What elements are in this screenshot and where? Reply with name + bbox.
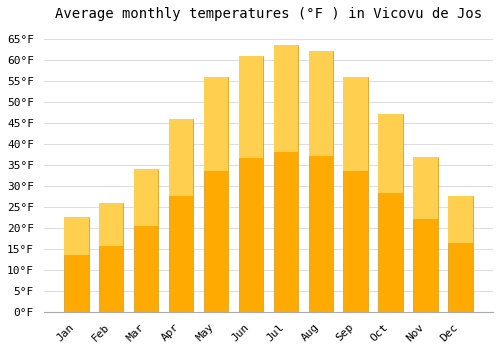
Bar <box>169 119 194 312</box>
Bar <box>414 156 438 312</box>
Bar <box>414 156 438 219</box>
Bar <box>344 77 368 171</box>
Bar <box>344 77 368 312</box>
Bar <box>238 56 263 158</box>
Bar <box>204 77 228 312</box>
Bar <box>169 119 194 196</box>
Bar <box>134 169 158 226</box>
Bar <box>64 217 88 312</box>
Bar <box>134 169 158 312</box>
Bar <box>274 45 298 312</box>
Bar <box>99 203 124 312</box>
Bar <box>448 196 472 312</box>
Bar <box>308 51 333 156</box>
Bar <box>308 51 333 312</box>
Bar <box>378 114 403 312</box>
Bar <box>99 203 124 246</box>
Bar <box>274 45 298 152</box>
Bar <box>448 196 472 243</box>
Title: Average monthly temperatures (°F ) in Vicovu de Jos: Average monthly temperatures (°F ) in Vi… <box>55 7 482 21</box>
Bar <box>204 77 228 171</box>
Bar <box>378 114 403 194</box>
Bar <box>238 56 263 312</box>
Bar <box>64 217 88 255</box>
